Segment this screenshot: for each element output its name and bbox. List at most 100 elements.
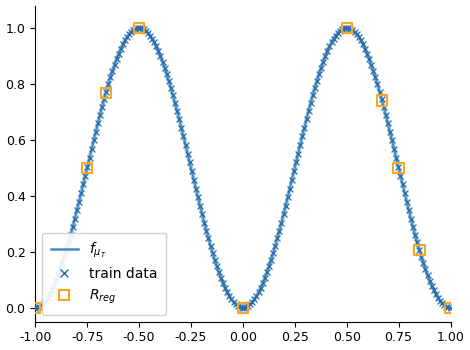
train data: [205, 236, 212, 241]
$R_{reg}$: [31, 305, 39, 310]
train data: [90, 138, 97, 143]
train data: [146, 33, 154, 38]
train data: [132, 26, 139, 32]
train data: [84, 164, 91, 169]
train data: [63, 247, 70, 252]
train data: [73, 208, 81, 213]
train data: [284, 195, 291, 200]
train data: [242, 304, 250, 310]
train data: [275, 228, 283, 233]
train data: [405, 208, 413, 213]
train data: [209, 250, 216, 256]
train data: [305, 108, 313, 114]
train data: [207, 243, 214, 249]
train data: [434, 295, 442, 301]
train data: [65, 239, 72, 245]
train data: [320, 59, 327, 65]
train data: [309, 92, 317, 98]
train data: [79, 182, 87, 187]
train data: [142, 28, 149, 34]
train data: [439, 301, 446, 306]
train data: [67, 232, 75, 237]
train data: [336, 28, 344, 34]
train data: [155, 48, 162, 54]
train data: [274, 236, 281, 241]
train data: [140, 27, 148, 32]
$f_{\mu_T}$: [106, 81, 111, 85]
train data: [317, 65, 325, 71]
train data: [55, 273, 62, 278]
train data: [92, 129, 100, 135]
train data: [107, 75, 114, 80]
train data: [203, 228, 210, 233]
train data: [178, 125, 185, 130]
Legend: $f_{\mu_T}$, train data, $R_{reg}$: $f_{\mu_T}$, train data, $R_{reg}$: [42, 233, 166, 315]
train data: [46, 292, 54, 297]
train data: [334, 30, 342, 36]
train data: [232, 302, 239, 307]
train data: [261, 275, 268, 281]
train data: [127, 29, 135, 35]
$f_{\mu_T}$: [32, 306, 38, 310]
train data: [234, 303, 242, 309]
train data: [249, 299, 256, 305]
train data: [38, 302, 45, 308]
$f_{\mu_T}$: [310, 92, 316, 96]
train data: [230, 299, 237, 305]
$R_{reg}$: [395, 165, 402, 171]
train data: [98, 104, 106, 110]
train data: [426, 278, 433, 284]
train data: [332, 33, 339, 38]
train data: [263, 270, 271, 275]
train data: [123, 34, 131, 40]
train data: [313, 78, 321, 84]
train data: [173, 108, 181, 114]
train data: [353, 32, 360, 37]
train data: [346, 26, 354, 32]
train data: [138, 26, 145, 31]
train data: [369, 68, 377, 74]
train data: [163, 71, 171, 77]
train data: [328, 40, 335, 45]
train data: [282, 203, 290, 209]
train data: [50, 283, 58, 288]
train data: [443, 304, 450, 309]
train data: [251, 296, 258, 302]
train data: [286, 186, 294, 191]
train data: [384, 120, 392, 126]
train data: [355, 34, 362, 40]
train data: [409, 224, 417, 230]
train data: [380, 104, 387, 110]
train data: [345, 25, 352, 31]
train data: [184, 151, 191, 156]
train data: [392, 155, 400, 161]
train data: [436, 298, 444, 303]
train data: [349, 27, 356, 33]
train data: [388, 138, 396, 143]
train data: [257, 285, 265, 291]
train data: [372, 75, 379, 80]
train data: [159, 59, 166, 65]
train data: [253, 293, 260, 299]
train data: [401, 190, 408, 196]
train data: [71, 216, 78, 221]
train data: [167, 85, 175, 91]
train data: [44, 295, 52, 301]
train data: [292, 160, 300, 165]
train data: [180, 133, 187, 139]
train data: [267, 257, 275, 263]
train data: [417, 254, 425, 259]
train data: [294, 151, 302, 156]
train data: [111, 62, 118, 68]
$f_{\mu_T}$: [136, 26, 142, 30]
train data: [219, 280, 227, 286]
train data: [211, 257, 219, 263]
train data: [94, 120, 102, 126]
train data: [149, 36, 156, 42]
$f_{\mu_T}$: [221, 283, 227, 287]
train data: [42, 298, 49, 303]
train data: [48, 287, 56, 293]
$R_{reg}$: [447, 305, 454, 310]
train data: [382, 112, 390, 118]
train data: [213, 264, 220, 269]
